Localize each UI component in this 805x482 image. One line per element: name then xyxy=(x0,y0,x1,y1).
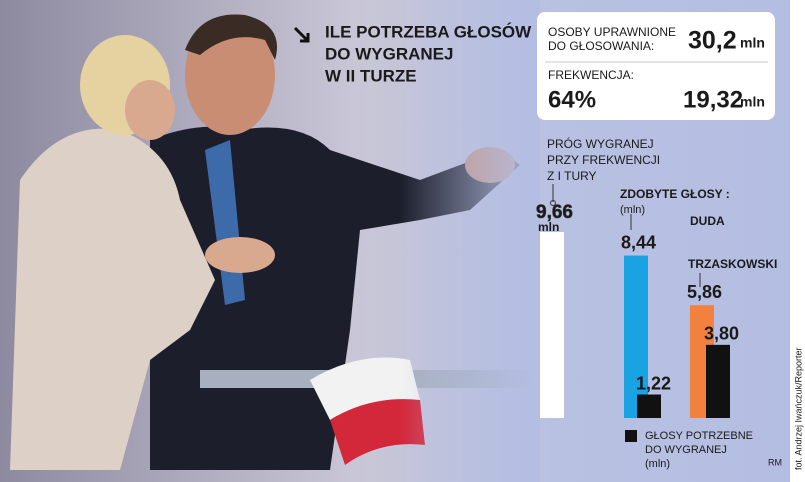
turnout-value: 64% xyxy=(548,86,596,113)
turnout-label: FREKWENCJA: xyxy=(548,68,634,82)
legend-label: DO WYGRANEJ xyxy=(645,444,727,456)
unit: mln xyxy=(538,220,559,234)
threshold-value: 9,66 xyxy=(536,202,573,223)
votes-title: ZDOBYTE GŁOSY : xyxy=(620,187,730,201)
title: W II TURZE xyxy=(325,66,417,85)
eligible-value: 30,2 xyxy=(688,27,737,55)
candidate-name: DUDA xyxy=(690,214,725,228)
photo-credit: fot. Andrzej Iwańczuk/Reporter xyxy=(793,347,803,470)
title: ILE POTRZEBA GŁOSÓW xyxy=(325,22,532,41)
photo xyxy=(10,0,540,482)
unit: mln xyxy=(740,94,765,110)
legend-unit: (mln) xyxy=(645,458,670,470)
value-label: 8,44 xyxy=(621,232,656,252)
value-label: 1,22 xyxy=(636,373,671,393)
arrow-icon xyxy=(293,26,310,43)
chart: ILE POTRZEBA GŁOSÓW DO WYGRANEJ W II TURZE… xyxy=(325,22,803,470)
turnout-votes: 19,32 xyxy=(683,86,743,113)
eligible-label: DO GŁOSOWANIA: xyxy=(548,39,654,53)
threshold-label: PRZY FREKWENCJI xyxy=(547,153,660,167)
connector-dot xyxy=(550,200,556,206)
bar-needed xyxy=(637,394,661,418)
bar-obtained xyxy=(624,255,648,418)
legend-swatch xyxy=(625,430,637,442)
value-label: 5,86 xyxy=(687,282,722,302)
threshold-bar xyxy=(540,232,564,418)
value-label: 3,80 xyxy=(704,324,739,344)
bar-needed xyxy=(706,344,730,418)
threshold-label: PRÓG WYGRANEJ xyxy=(547,136,654,151)
info-box xyxy=(537,12,775,120)
eligible-label: OSOBY UPRAWNIONE xyxy=(548,25,676,39)
title: DO WYGRANEJ xyxy=(325,44,453,63)
margin xyxy=(790,0,805,482)
author: RM xyxy=(768,457,782,467)
legend-label: GŁOSY POTRZEBNE xyxy=(645,430,753,442)
votes-unit: (mln) xyxy=(620,204,645,216)
candidate-name: TRZASKOWSKI xyxy=(688,257,777,271)
threshold-label: Z I TURY xyxy=(547,169,597,183)
unit: mln xyxy=(740,35,765,51)
